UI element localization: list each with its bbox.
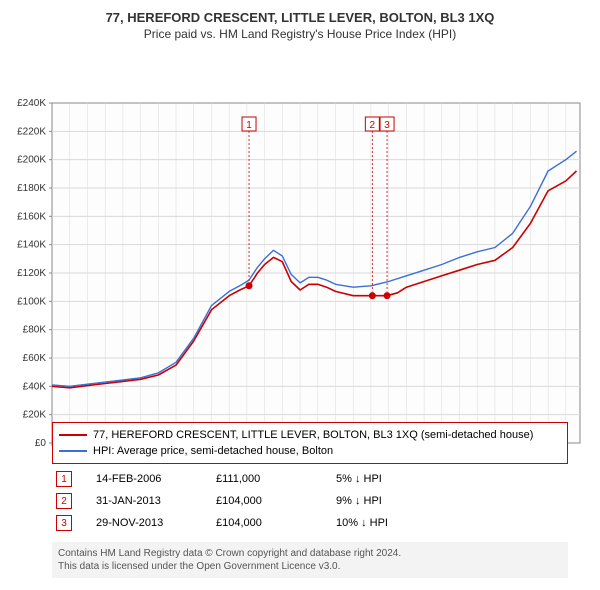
sale-marker-dot bbox=[369, 292, 376, 299]
footer-line-1: Contains HM Land Registry data © Crown c… bbox=[58, 547, 562, 560]
sale-marker-label: 2 bbox=[370, 120, 376, 131]
legend-swatch bbox=[59, 450, 87, 452]
footer-line-2: This data is licensed under the Open Gov… bbox=[58, 560, 562, 573]
y-axis-label: £220K bbox=[17, 126, 46, 137]
sale-index-box: 2 bbox=[56, 493, 72, 509]
sale-price: £111,000 bbox=[216, 473, 336, 485]
sale-hpi-delta: 9% ↓ HPI bbox=[336, 495, 456, 507]
y-axis-label: £20K bbox=[23, 410, 47, 421]
legend: 77, HEREFORD CRESCENT, LITTLE LEVER, BOL… bbox=[52, 422, 568, 464]
chart-container: { "titles": { "line1": "77, HEREFORD CRE… bbox=[0, 0, 600, 590]
y-axis-label: £240K bbox=[17, 98, 46, 109]
sale-date: 29-NOV-2013 bbox=[96, 517, 216, 529]
sales-table: 1 14-FEB-2006£111,0005% ↓ HPI 2 31-JAN-2013… bbox=[52, 468, 568, 534]
y-axis-label: £160K bbox=[17, 211, 46, 222]
chart-title: 77, HEREFORD CRESCENT, LITTLE LEVER, BOL… bbox=[0, 0, 600, 25]
footer-attribution: Contains HM Land Registry data © Crown c… bbox=[52, 542, 568, 578]
sale-index-box: 1 bbox=[56, 471, 72, 487]
y-axis-label: £80K bbox=[23, 325, 47, 336]
sale-row: 1 14-FEB-2006£111,0005% ↓ HPI bbox=[52, 468, 568, 490]
sale-date: 14-FEB-2006 bbox=[96, 473, 216, 485]
y-axis-label: £120K bbox=[17, 268, 46, 279]
sale-row: 3 29-NOV-2013£104,00010% ↓ HPI bbox=[52, 512, 568, 534]
sale-hpi-delta: 5% ↓ HPI bbox=[336, 473, 456, 485]
y-axis-label: £180K bbox=[17, 183, 46, 194]
y-axis-label: £60K bbox=[23, 353, 47, 364]
sale-marker-label: 1 bbox=[246, 120, 252, 131]
sale-date: 31-JAN-2013 bbox=[96, 495, 216, 507]
y-axis-label: £140K bbox=[17, 240, 46, 251]
price-chart: £0 £20K £40K £60K £80K £100K £120K £140K £160K £1… bbox=[0, 47, 600, 447]
y-axis-label: £100K bbox=[17, 296, 46, 307]
y-axis-label: £40K bbox=[23, 381, 47, 392]
sale-hpi-delta: 10% ↓ HPI bbox=[336, 517, 456, 529]
sale-marker-label: 3 bbox=[384, 120, 390, 131]
legend-label: 77, HEREFORD CRESCENT, LITTLE LEVER, BOL… bbox=[93, 429, 533, 441]
sale-row: 2 31-JAN-2013£104,0009% ↓ HPI bbox=[52, 490, 568, 512]
chart-subtitle: Price paid vs. HM Land Registry's House … bbox=[0, 25, 600, 47]
sale-marker-dot bbox=[246, 282, 253, 289]
sale-price: £104,000 bbox=[216, 495, 336, 507]
y-axis-label: £0 bbox=[35, 438, 47, 447]
y-axis-label: £200K bbox=[17, 155, 46, 166]
sale-price: £104,000 bbox=[216, 517, 336, 529]
legend-swatch bbox=[59, 434, 87, 436]
legend-row: HPI: Average price, semi-detached house,… bbox=[59, 443, 561, 459]
legend-row: 77, HEREFORD CRESCENT, LITTLE LEVER, BOL… bbox=[59, 427, 561, 443]
sale-marker-dot bbox=[384, 292, 391, 299]
sale-index-box: 3 bbox=[56, 515, 72, 531]
legend-label: HPI: Average price, semi-detached house,… bbox=[93, 445, 333, 457]
